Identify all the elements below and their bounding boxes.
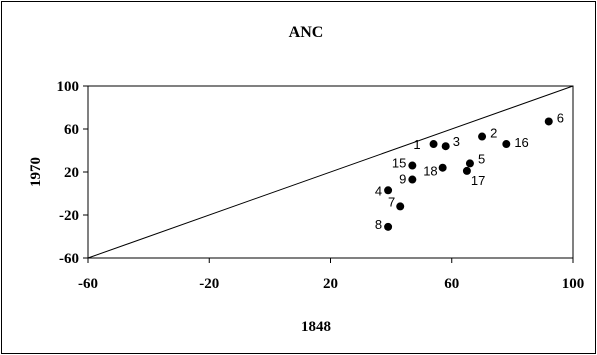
data-point [429, 140, 438, 149]
point-label: 5 [478, 151, 485, 166]
point-label: 2 [490, 126, 497, 141]
data-point [502, 140, 511, 149]
point-label: 15 [392, 156, 406, 171]
data-point [408, 161, 417, 170]
data-point [462, 166, 471, 175]
y-axis-title: 1970 [28, 157, 44, 187]
x-tick-label: -20 [199, 276, 219, 292]
point-label: 16 [514, 135, 528, 150]
reference-line [87, 85, 574, 259]
data-point [438, 163, 447, 172]
data-point [396, 202, 405, 211]
point-label: 7 [388, 194, 395, 209]
point-label: 4 [375, 183, 382, 198]
data-point [478, 132, 487, 141]
data-point [544, 117, 553, 126]
point-label: 9 [399, 172, 406, 187]
y-axis: 100 60 20 -20 -60 [57, 79, 88, 267]
x-tick-label: 100 [562, 276, 585, 292]
y-tick-label: 60 [64, 122, 79, 138]
data-point [465, 159, 474, 168]
x-tick-label: 20 [323, 276, 338, 292]
x-axis-title: 1848 [301, 319, 331, 335]
chart-title: ANC [289, 24, 324, 41]
point-label: 8 [375, 217, 382, 232]
data-point [408, 175, 417, 184]
data-point [384, 186, 393, 195]
y-tick-label: 100 [57, 79, 80, 95]
data-point [384, 222, 393, 231]
x-axis: -60 -20 20 60 100 [78, 258, 584, 292]
point-label: 6 [557, 110, 564, 125]
point-label: 18 [423, 164, 437, 179]
data-points: 1 2 3 4 5 6 78 915 16 17 18 [375, 110, 564, 231]
y-tick-label: -60 [59, 251, 79, 267]
y-tick-label: 20 [64, 165, 79, 181]
point-label: 17 [471, 173, 485, 188]
point-label: 3 [453, 134, 460, 149]
x-tick-label: 60 [444, 276, 459, 292]
x-tick-label: -60 [78, 276, 98, 292]
data-point [441, 142, 450, 151]
point-label: 1 [413, 137, 420, 152]
y-tick-label: -20 [59, 208, 79, 224]
